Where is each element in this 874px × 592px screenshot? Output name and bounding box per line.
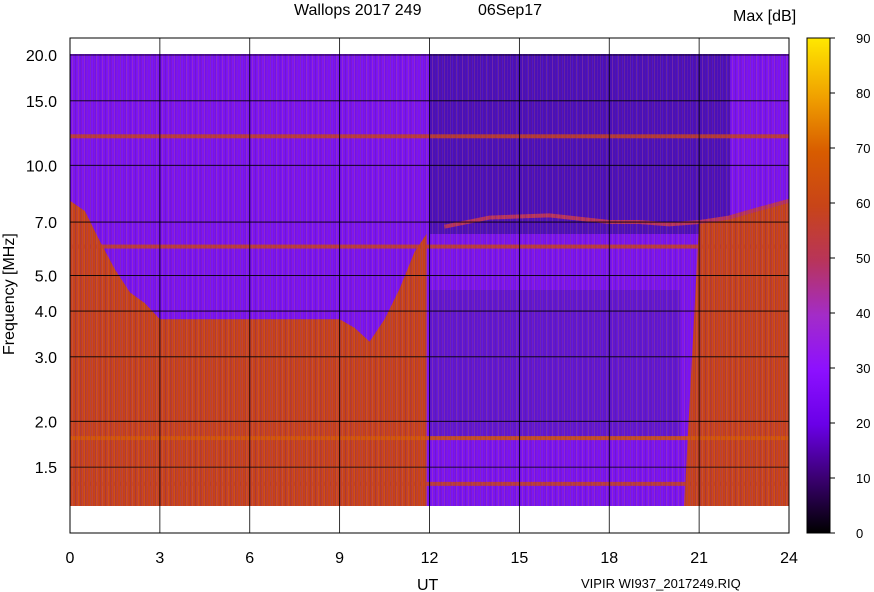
- y-tick-label: 20.0: [26, 48, 57, 65]
- y-tick-label: 1.5: [35, 460, 57, 477]
- colorbar-tick-label: 10: [856, 471, 870, 486]
- colorbar-tick-label: 70: [856, 141, 870, 156]
- x-tick-label: 18: [600, 550, 618, 567]
- x-tick-label: 15: [510, 550, 528, 567]
- x-axis-ticks: 0 3 6 9 12 15 18 21 24: [66, 550, 798, 567]
- y-axis-ticks: 1.5 2.0 3.0 4.0 5.0 7.0 10.0 15.0 20.0: [26, 48, 57, 477]
- colorbar-tick-label: 80: [856, 86, 870, 101]
- x-tick-label: 21: [690, 550, 708, 567]
- y-tick-label: 3.0: [35, 350, 57, 367]
- colorbar-tick-label: 30: [856, 361, 870, 376]
- colorbar-title: Max [dB]: [733, 8, 796, 25]
- x-tick-label: 9: [335, 550, 344, 567]
- x-tick-label: 3: [155, 550, 164, 567]
- y-tick-label: 4.0: [35, 304, 57, 321]
- axes-frame: [69, 37, 790, 534]
- x-tick-label: 0: [66, 550, 75, 567]
- y-tick-label: 7.0: [35, 215, 57, 232]
- colorbar-tick-label: 60: [856, 196, 870, 211]
- colorbar: [806, 37, 831, 534]
- chart-title-station: Wallops 2017 249: [294, 2, 422, 19]
- colorbar-tick-label: 0: [856, 526, 863, 541]
- colorbar-tick-label: 40: [856, 306, 870, 321]
- y-tick-label: 5.0: [35, 269, 57, 286]
- colorbar-ticks: 0 10 20 30 40 50 60 70 80 90: [830, 31, 870, 541]
- y-axis-label: Frequency [MHz]: [1, 233, 18, 355]
- file-label: VIPIR WI937_2017249.RIQ: [581, 576, 741, 591]
- chart-title-date: 06Sep17: [478, 2, 542, 19]
- colorbar-tick-label: 20: [856, 416, 870, 431]
- y-tick-label: 15.0: [26, 94, 57, 111]
- x-axis-label: UT: [417, 577, 439, 592]
- x-tick-label: 6: [245, 550, 254, 567]
- colorbar-tick-label: 90: [856, 31, 870, 46]
- x-tick-label: 24: [780, 550, 798, 567]
- colorbar-tick-label: 50: [856, 251, 870, 266]
- y-tick-label: 10.0: [26, 158, 57, 175]
- x-tick-label: 12: [421, 550, 439, 567]
- y-tick-label: 2.0: [35, 414, 57, 431]
